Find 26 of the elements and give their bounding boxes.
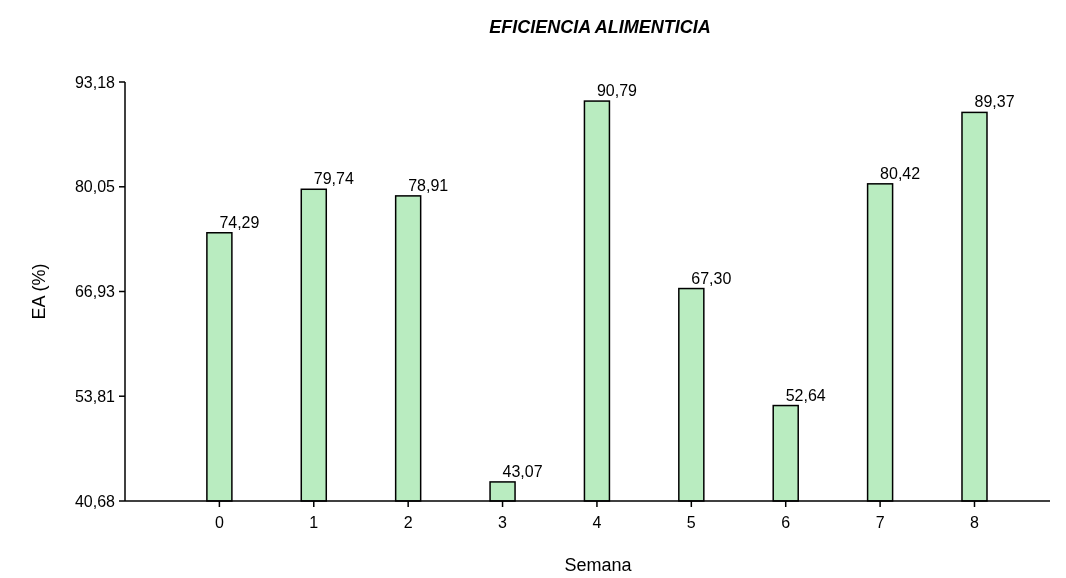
x-tick-label: 7 (875, 514, 885, 531)
y-tick-label: 93,18 (74, 73, 116, 91)
x-tick-label: 3 (498, 514, 508, 531)
x-tick-label: 5 (686, 514, 696, 531)
x-tick-label: 4 (592, 514, 602, 531)
data-label: 89,37 (974, 93, 1015, 111)
data-label: 67,30 (691, 269, 732, 287)
data-label: 74,29 (219, 213, 260, 231)
x-tick-label: 0 (214, 514, 224, 531)
data-label: 52,64 (785, 386, 826, 404)
x-tick-label: 6 (781, 514, 791, 531)
data-label: 90,79 (596, 82, 638, 100)
x-axis-title: Semana (564, 555, 633, 575)
data-label: 43,07 (502, 462, 543, 480)
y-tick-label: 66,93 (74, 283, 116, 301)
data-label: 78,91 (408, 176, 449, 194)
x-tick-label: 2 (403, 514, 413, 531)
y-tick-label: 40,68 (74, 492, 116, 510)
x-tick-label: 1 (309, 514, 319, 531)
chart-title: EFICIENCIA ALIMENTICIA (489, 17, 711, 37)
y-tick-label: 80,05 (74, 178, 116, 196)
data-label: 79,74 (313, 170, 354, 188)
y-tick-label: 53,81 (74, 387, 116, 405)
x-tick-label: 8 (970, 514, 980, 531)
y-axis-title: EA (%) (29, 263, 49, 320)
data-label: 80,42 (880, 164, 921, 182)
